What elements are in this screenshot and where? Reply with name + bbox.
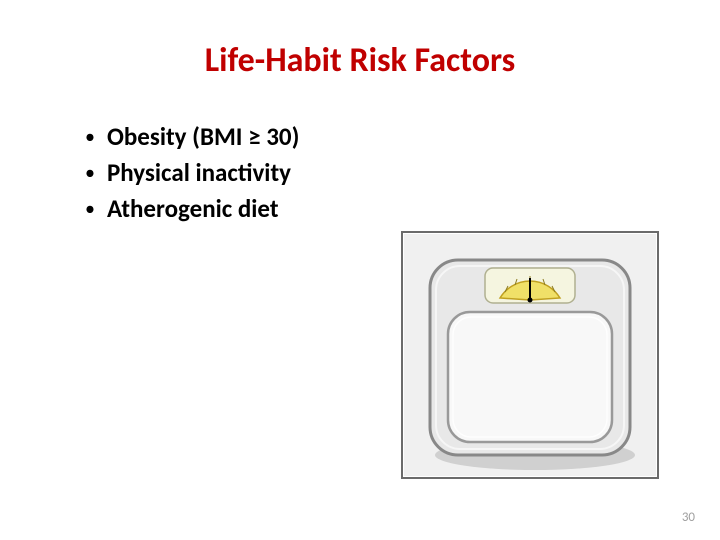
- list-item: • Physical inactivity: [85, 157, 670, 189]
- list-item: • Atherogenic diet: [85, 193, 670, 225]
- list-item: • Obesity (BMI ≥ 30): [85, 121, 670, 153]
- page-number: 30: [682, 510, 695, 525]
- scale-image: [400, 230, 660, 480]
- slide-container: Life-Habit Risk Factors • Obesity (BMI ≥…: [0, 0, 720, 540]
- slide-title: Life-Habit Risk Factors: [50, 40, 670, 81]
- bullet-icon: •: [85, 121, 95, 153]
- bullet-icon: •: [85, 157, 95, 189]
- bullet-text: Obesity (BMI ≥ 30): [107, 121, 299, 152]
- bullet-text: Physical inactivity: [107, 157, 291, 188]
- bathroom-scale-icon: [400, 230, 660, 480]
- bullet-list: • Obesity (BMI ≥ 30) • Physical inactivi…: [85, 121, 670, 225]
- bullet-icon: •: [85, 193, 95, 225]
- bullet-text: Atherogenic diet: [107, 193, 279, 224]
